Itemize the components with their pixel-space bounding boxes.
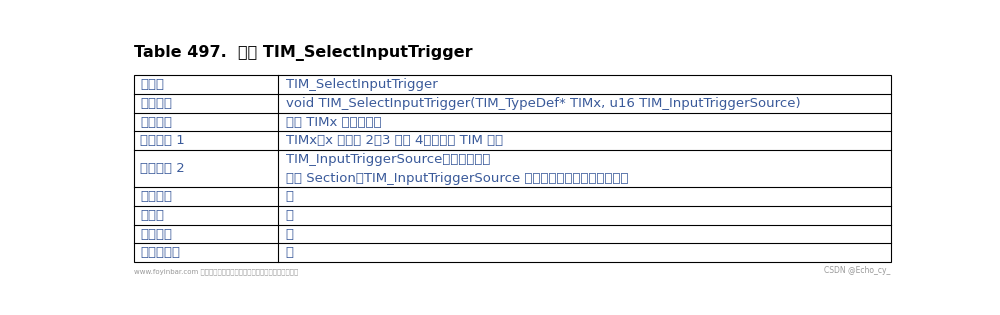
Text: www.foyinbar.com 网络图片仅仅供展示，无存档，如有侵权请联系删除: www.foyinbar.com 网络图片仅仅供展示，无存档，如有侵权请联系删除 — [134, 268, 299, 275]
Text: void TIM_SelectInputTrigger(TIM_TypeDef* TIMx, u16 TIM_InputTriggerSource): void TIM_SelectInputTrigger(TIM_TypeDef*… — [286, 97, 800, 110]
Text: 无: 无 — [286, 209, 294, 222]
Text: CSDN @Echo_cy_: CSDN @Echo_cy_ — [824, 266, 891, 275]
Text: 输出参数: 输出参数 — [140, 190, 173, 203]
Text: Table 497.  函数 TIM_SelectInputTrigger: Table 497. 函数 TIM_SelectInputTrigger — [134, 45, 473, 61]
Text: TIM_InputTriggerSource：输入触发源: TIM_InputTriggerSource：输入触发源 — [286, 153, 490, 166]
Text: 功能描述: 功能描述 — [140, 116, 173, 129]
Text: 先决条件: 先决条件 — [140, 228, 173, 241]
Text: TIMx：x 可以是 2，3 或者 4，来选择 TIM 外设: TIMx：x 可以是 2，3 或者 4，来选择 TIM 外设 — [286, 134, 503, 147]
Text: 输入参数 2: 输入参数 2 — [140, 162, 185, 175]
Text: 参阅 Section：TIM_InputTriggerSource 查阅更多该参数允许取值范围: 参阅 Section：TIM_InputTriggerSource 查阅更多该参… — [286, 172, 628, 185]
Text: 函数原形: 函数原形 — [140, 97, 173, 110]
Bar — [134, 75, 891, 262]
Text: 输入参数 1: 输入参数 1 — [140, 134, 185, 147]
Text: 函数名: 函数名 — [140, 78, 164, 91]
Text: 无: 无 — [286, 228, 294, 241]
Text: 无: 无 — [286, 190, 294, 203]
Text: 选择 TIMx 输入触发源: 选择 TIMx 输入触发源 — [286, 116, 381, 129]
Text: 返回值: 返回值 — [140, 209, 164, 222]
Text: 无: 无 — [286, 246, 294, 259]
Text: TIM_SelectInputTrigger: TIM_SelectInputTrigger — [286, 78, 438, 91]
Text: 被调用函数: 被调用函数 — [140, 246, 180, 259]
